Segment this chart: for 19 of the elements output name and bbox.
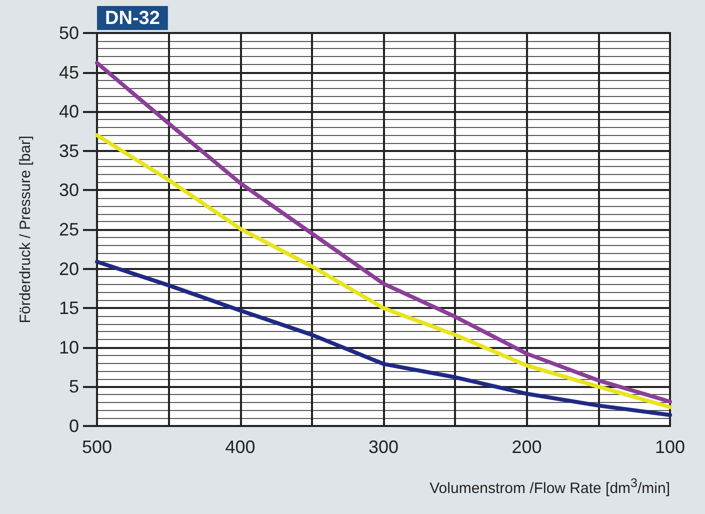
x-tick-label: 300 bbox=[368, 437, 399, 457]
y-tick-label: 30 bbox=[58, 180, 79, 200]
y-tick-label: 15 bbox=[58, 298, 79, 318]
x-tick-label: 100 bbox=[654, 437, 686, 457]
chart-title: DN-32 bbox=[105, 8, 160, 29]
y-tick-label: 0 bbox=[68, 416, 79, 436]
x-axis-title: Volumenstrom /Flow Rate [dm$^{3}$/min] bbox=[430, 476, 670, 497]
y-tick-label: 25 bbox=[58, 220, 79, 240]
y-tick-label: 5 bbox=[68, 376, 79, 397]
y-tick-label: 10 bbox=[58, 337, 79, 358]
y-tick-label: 20 bbox=[58, 258, 79, 279]
x-tick-label: 500 bbox=[82, 437, 112, 457]
x-tick-label: 400 bbox=[225, 437, 256, 457]
y-tick-label: 50 bbox=[58, 23, 79, 43]
y-tick-label: 45 bbox=[58, 62, 79, 82]
y-tick-label: 35 bbox=[58, 140, 79, 161]
x-tick-label: 200 bbox=[512, 437, 542, 457]
y-tick-label: 40 bbox=[58, 102, 79, 122]
y-axis-title: Förderdruck / Pressure [bar] bbox=[17, 136, 34, 324]
